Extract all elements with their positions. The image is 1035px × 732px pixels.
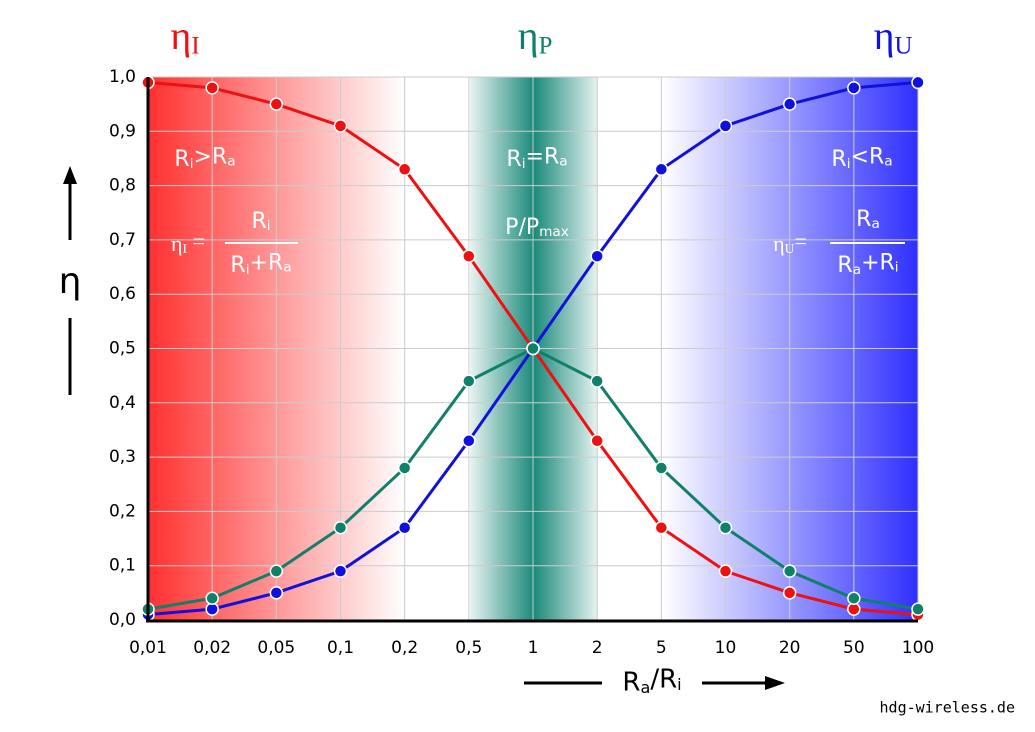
y-tick-label: 0,5: [109, 339, 136, 359]
point: [205, 591, 219, 606]
point: [654, 520, 669, 535]
source: hdg-wireless.de: [880, 699, 1015, 717]
y-tick-label: 0,7: [109, 230, 136, 250]
y-tick-label: 0,9: [109, 121, 136, 141]
point: [397, 461, 412, 475]
point: [718, 119, 733, 133]
x-tick-label: 0,2: [391, 638, 418, 658]
annotation: Ri​<Ra​: [831, 144, 892, 172]
point: [462, 434, 476, 448]
annotation: Ri​>Ra​: [174, 144, 235, 172]
series-label: ηP​: [518, 13, 553, 59]
x-tick-label: 100: [902, 638, 934, 658]
y-tick-label: 0,3: [109, 447, 136, 467]
y-tick-label: 1,0: [109, 67, 136, 87]
x-tick-label: 0,01: [129, 638, 167, 658]
point: [847, 591, 861, 606]
x-tick-label: 2: [592, 638, 603, 658]
point: [718, 520, 733, 535]
point: [590, 374, 604, 388]
x-tick-label: 20: [779, 638, 801, 658]
point: [526, 341, 540, 356]
point: [269, 564, 284, 578]
x-arrow: [524, 676, 785, 690]
point: [782, 564, 797, 578]
point: [590, 249, 604, 263]
point: [462, 374, 476, 388]
point: [718, 564, 733, 578]
x-tick-label: 0,05: [257, 638, 295, 658]
x-tick-label: 10: [715, 638, 737, 658]
point: [333, 564, 348, 578]
x-label: Ra​/Ri​: [622, 665, 681, 698]
series-label: ηU​: [874, 13, 913, 59]
x-tick-label: 1: [528, 638, 539, 658]
point: [333, 119, 348, 133]
y-tick-label: 0,6: [109, 284, 136, 304]
point: [590, 434, 604, 448]
point: [397, 520, 412, 535]
point: [847, 81, 861, 95]
y-arrow: [63, 166, 77, 395]
formula-numerator: Ri​: [251, 209, 270, 234]
point: [333, 520, 348, 535]
point: [782, 586, 797, 600]
marks: [141, 75, 925, 622]
y-tick-label: 0,2: [109, 501, 136, 521]
point: [205, 81, 219, 95]
series-label: ηI​: [170, 13, 199, 59]
point: [654, 162, 669, 177]
point: [462, 249, 476, 263]
point: [269, 97, 284, 111]
point: [911, 75, 925, 90]
formula-denominator: Ri​+Ra​: [230, 250, 291, 278]
x-tick-label: 0,1: [327, 638, 354, 658]
point: [911, 602, 925, 616]
annotation: Ri​=Ra​: [506, 144, 567, 172]
y-tick-label: 0,1: [109, 556, 136, 576]
x-tick-label: 5: [656, 638, 667, 658]
y-tick-label: 0,8: [109, 176, 136, 196]
y-tick-label: 0,0: [109, 610, 136, 630]
point: [269, 586, 284, 600]
x-tick-label: 0,5: [455, 638, 482, 658]
formula-lhs: ηI​ =: [171, 229, 205, 257]
formula-denominator: Ra​+Ri​: [837, 250, 898, 278]
point: [397, 162, 412, 177]
y-label: η: [59, 261, 82, 302]
x-tick-label: 0,02: [193, 638, 231, 658]
point: [782, 97, 797, 111]
x-tick-label: 50: [843, 638, 865, 658]
y-tick-label: 0,4: [109, 393, 136, 413]
point: [654, 461, 669, 475]
